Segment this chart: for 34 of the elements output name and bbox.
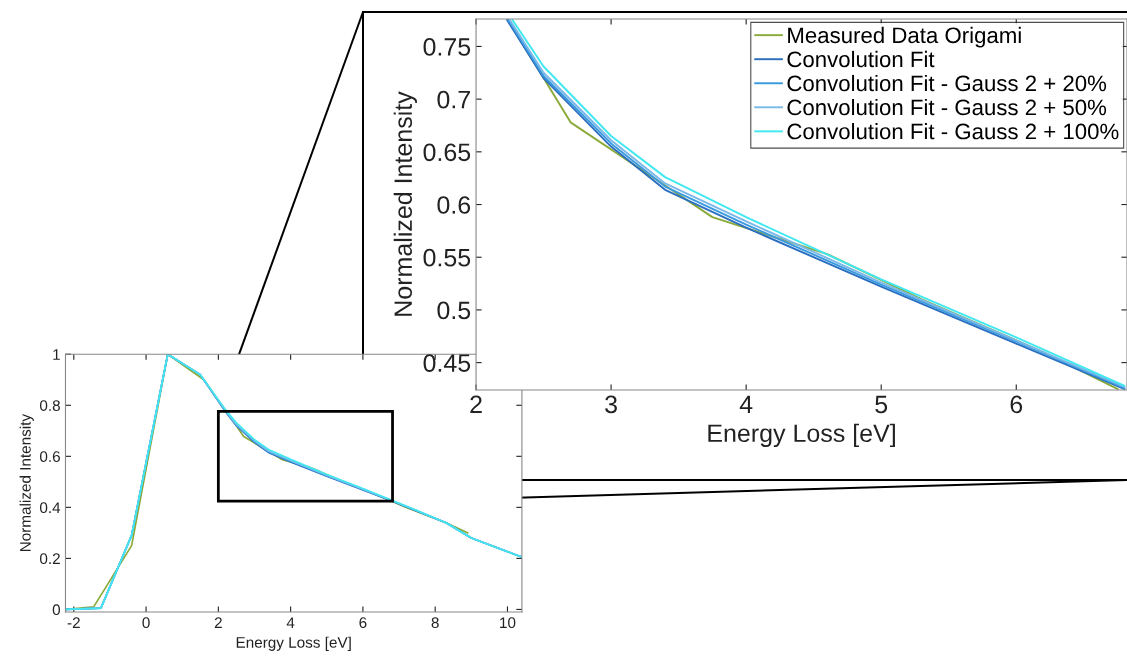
x-tick-label: 3 [605, 395, 617, 414]
y-axis-title: Normalized Intensity [393, 91, 417, 316]
x-tick-label: 5 [875, 395, 888, 414]
legend-label: Measured Data Origami [788, 26, 1021, 48]
y-tick-label: 0.65 [423, 143, 471, 162]
legend-label: Convolution Fit - Gauss 2 + 50% [787, 98, 1107, 116]
y-tick-label: 1 [53, 349, 60, 360]
x-tick-label: 6 [1010, 395, 1023, 414]
x-tick-label: 6 [359, 617, 367, 629]
y-tick-label: 0.5 [437, 301, 471, 320]
x-tick-label: 0 [142, 617, 150, 629]
x-tick-label: -2 [67, 617, 80, 628]
y-tick-label: 0.2 [39, 553, 60, 565]
y-tick-label: 0.8 [39, 400, 60, 411]
x-axis-title: Energy Loss [eV] [236, 636, 351, 651]
y-axis-title: Normalized Intensity [19, 413, 34, 552]
x-tick-label: 10 [500, 617, 516, 629]
x-tick-label: 2 [470, 395, 482, 413]
y-tick-label: 0.7 [437, 90, 470, 109]
x-tick-label: 4 [286, 617, 295, 628]
y-tick-label: 0 [52, 604, 61, 616]
y-tick-label: 0.4 [39, 502, 61, 514]
y-tick-label: 0.75 [423, 38, 471, 56]
legend-label: Convolution Fit [787, 50, 935, 68]
legend-label: Convolution Fit - Gauss 2 + 20% [787, 74, 1107, 92]
y-tick-label: 0.6 [437, 196, 471, 214]
legend-label: Convolution Fit - Gauss 2 + 100% [787, 123, 1119, 140]
y-tick-label: 0.55 [423, 248, 471, 267]
x-tick-label: 4 [739, 395, 753, 413]
y-tick-label: 0.45 [423, 354, 471, 372]
x-axis-title: Energy Loss [eV] [708, 423, 895, 448]
x-tick-label: 8 [431, 617, 439, 629]
x-tick-label: 2 [214, 617, 222, 628]
y-tick-label: 0.6 [39, 451, 60, 463]
